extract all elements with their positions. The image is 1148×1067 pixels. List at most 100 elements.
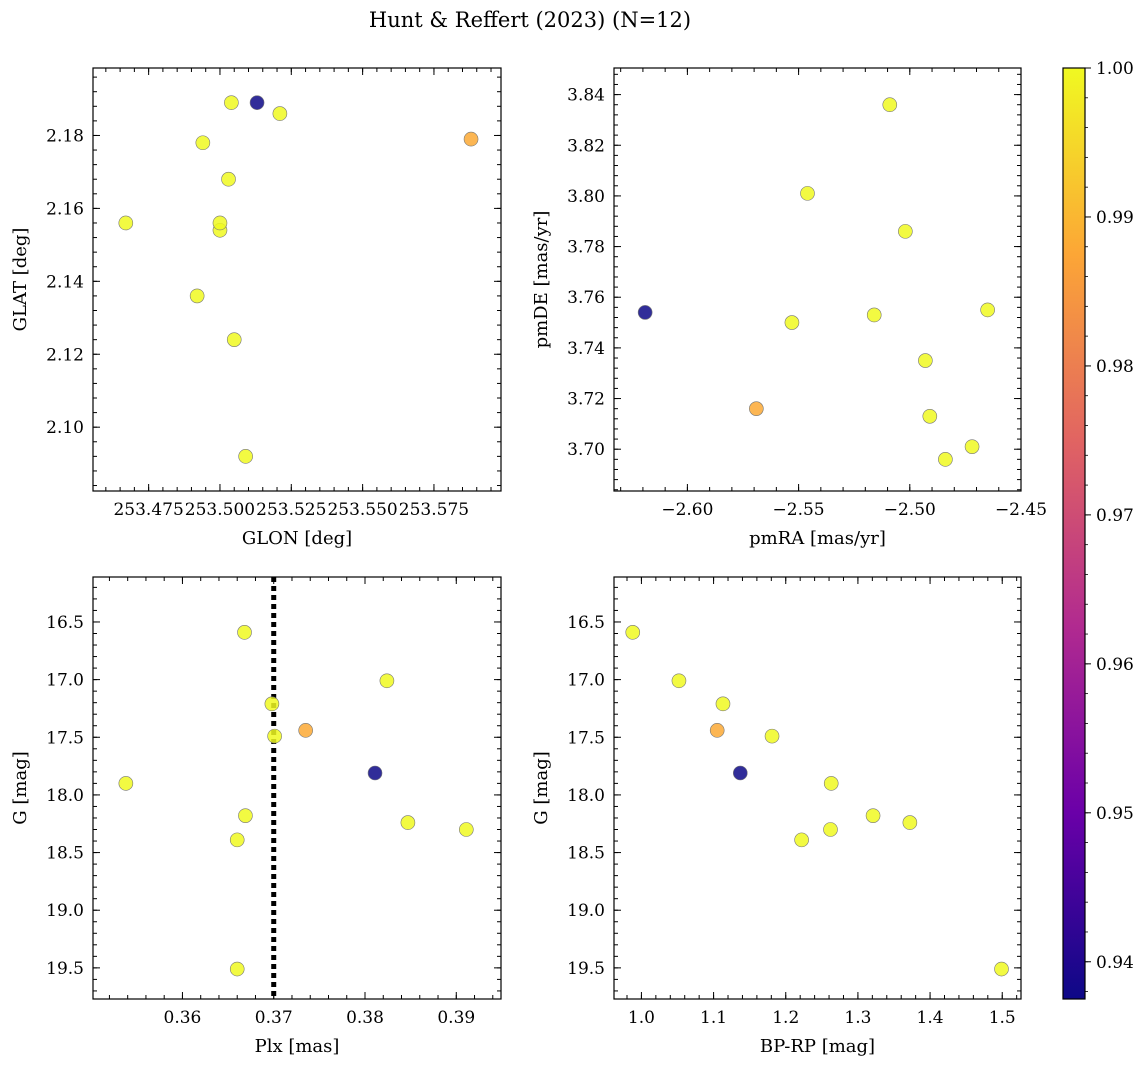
data-point [237, 625, 252, 640]
colorbar-tick-label: 0.97 [1096, 506, 1134, 526]
y-tick-label: 17.0 [46, 671, 84, 691]
data-point [938, 452, 953, 467]
x-tick-label: 253.500 [185, 500, 255, 520]
data-point [229, 961, 245, 977]
x-tick-label: 1.1 [700, 1008, 727, 1028]
data-point [918, 353, 933, 368]
data-point [866, 307, 882, 323]
y-tick-label: 2.10 [46, 418, 84, 438]
data-point [272, 106, 288, 121]
data-point [715, 696, 731, 712]
y-tick-label: 3.82 [567, 136, 605, 156]
data-point [212, 215, 228, 231]
tick-marks [93, 68, 501, 491]
plot-frame [613, 67, 1022, 492]
y-tick-label: 2.12 [46, 345, 84, 365]
data-point [463, 131, 479, 147]
y-tick-label: 3.72 [567, 390, 605, 410]
x-axis-label: pmRA [mas/yr] [749, 528, 886, 549]
y-tick-label: 19.0 [46, 901, 84, 921]
data-point [189, 288, 205, 304]
y-tick-label: 2.16 [46, 199, 84, 219]
data-point [994, 961, 1009, 977]
data-point [823, 822, 838, 837]
panel-bottom-right: 1.0 1.1 1.2 1.3 1.4 1.5 16.5 17.0 17.5 18.0 18.5 19… [531, 576, 1022, 1057]
y-tick-label: 3.74 [567, 339, 605, 359]
colorbar-tick-label: 1.00 [1096, 59, 1134, 79]
panels: 253.475 253.500 253.525 253.550 253.575 2.10 2… [10, 67, 1047, 1057]
data-point [118, 215, 134, 231]
y-tick-label: 16.5 [567, 613, 605, 633]
data-point [229, 832, 245, 848]
y-tick-label: 17.5 [567, 728, 605, 748]
data-point [367, 765, 383, 781]
panel-top-left: 253.475 253.500 253.525 253.550 253.575 2.10 2… [10, 67, 502, 549]
y-tick-label: 3.84 [567, 86, 605, 106]
colorbar-tick-label: 0.98 [1096, 357, 1134, 377]
data-point [964, 439, 980, 454]
y-tick-label: 19.5 [567, 959, 605, 979]
x-tick-label: −2.50 [884, 500, 936, 520]
y-tick-label: 18.5 [567, 844, 605, 864]
y-tick-label: 18.0 [46, 786, 84, 806]
y-tick-label: 17.0 [567, 671, 605, 691]
x-tick-label: 0.39 [437, 1008, 475, 1028]
data-point [764, 728, 780, 744]
data-point [249, 95, 265, 110]
x-axis-label: BP-RP [mag] [760, 1036, 875, 1057]
x-tick-label: 1.3 [844, 1008, 871, 1028]
y-axis-label: pmDE [mas/yr] [531, 211, 552, 349]
data-point [823, 776, 839, 791]
data-point [224, 95, 239, 110]
panel-top-right: −2.60 −2.55 −2.50 −2.45 3.70 3.72 3.74 3.76 3.78… [531, 67, 1047, 549]
y-axis-label: G [mag] [10, 751, 31, 824]
y-tick-label: 19.5 [46, 959, 84, 979]
data-point [400, 815, 416, 830]
colorbar-tick-label: 0.96 [1096, 655, 1134, 675]
plot-frame [613, 576, 1022, 1000]
data-point [749, 401, 764, 416]
y-tick-label: 3.70 [567, 440, 605, 460]
x-tick-label: 253.550 [327, 500, 397, 520]
plot-frame [92, 67, 502, 492]
data-point [118, 776, 134, 791]
data-point [865, 808, 881, 823]
y-tick-label: 18.5 [46, 844, 84, 864]
x-tick-label: 0.38 [346, 1008, 384, 1028]
y-tick-label: 17.5 [46, 728, 84, 748]
panel-bottom-left: 0.36 0.37 0.38 0.39 16.5 17.0 17.5 18.0 18.5 19.0… [10, 576, 502, 1057]
y-tick-label: 19.0 [567, 901, 605, 921]
data-point [264, 696, 280, 712]
tick-marks [614, 68, 1022, 491]
x-tick-label: 1.2 [772, 1008, 799, 1028]
data-point [732, 765, 748, 781]
data-point [195, 135, 211, 151]
data-point [221, 171, 236, 187]
data-point [980, 302, 995, 318]
data-point [637, 305, 653, 320]
data-point [379, 673, 395, 689]
data-point [267, 728, 282, 744]
x-tick-label: 253.475 [113, 500, 183, 520]
data-point [298, 723, 313, 738]
tick-marks [93, 577, 501, 999]
y-axis-label: G [mag] [531, 751, 552, 824]
y-tick-label: 3.80 [567, 187, 605, 207]
data-point [902, 815, 918, 830]
colorbar-tick-label: 0.94 [1096, 953, 1134, 973]
colorbar: 0.94 0.95 0.96 0.97 0.98 0.99 1.00 [1062, 59, 1134, 1000]
data-point [898, 224, 913, 239]
data-point [671, 673, 687, 689]
x-axis-label: GLON [deg] [242, 528, 352, 549]
data-point [226, 332, 242, 347]
colorbar-tick-label: 0.95 [1096, 804, 1134, 824]
colorbar-tick-label: 0.99 [1096, 208, 1134, 228]
colorbar-gradient [1062, 67, 1086, 1000]
x-tick-label: −2.60 [661, 500, 713, 520]
x-tick-label: 253.525 [256, 500, 326, 520]
x-tick-label: 253.575 [399, 500, 469, 520]
plot-frame [92, 576, 502, 1000]
y-tick-label: 16.5 [46, 613, 84, 633]
data-point [784, 315, 800, 330]
data-point [709, 723, 725, 738]
